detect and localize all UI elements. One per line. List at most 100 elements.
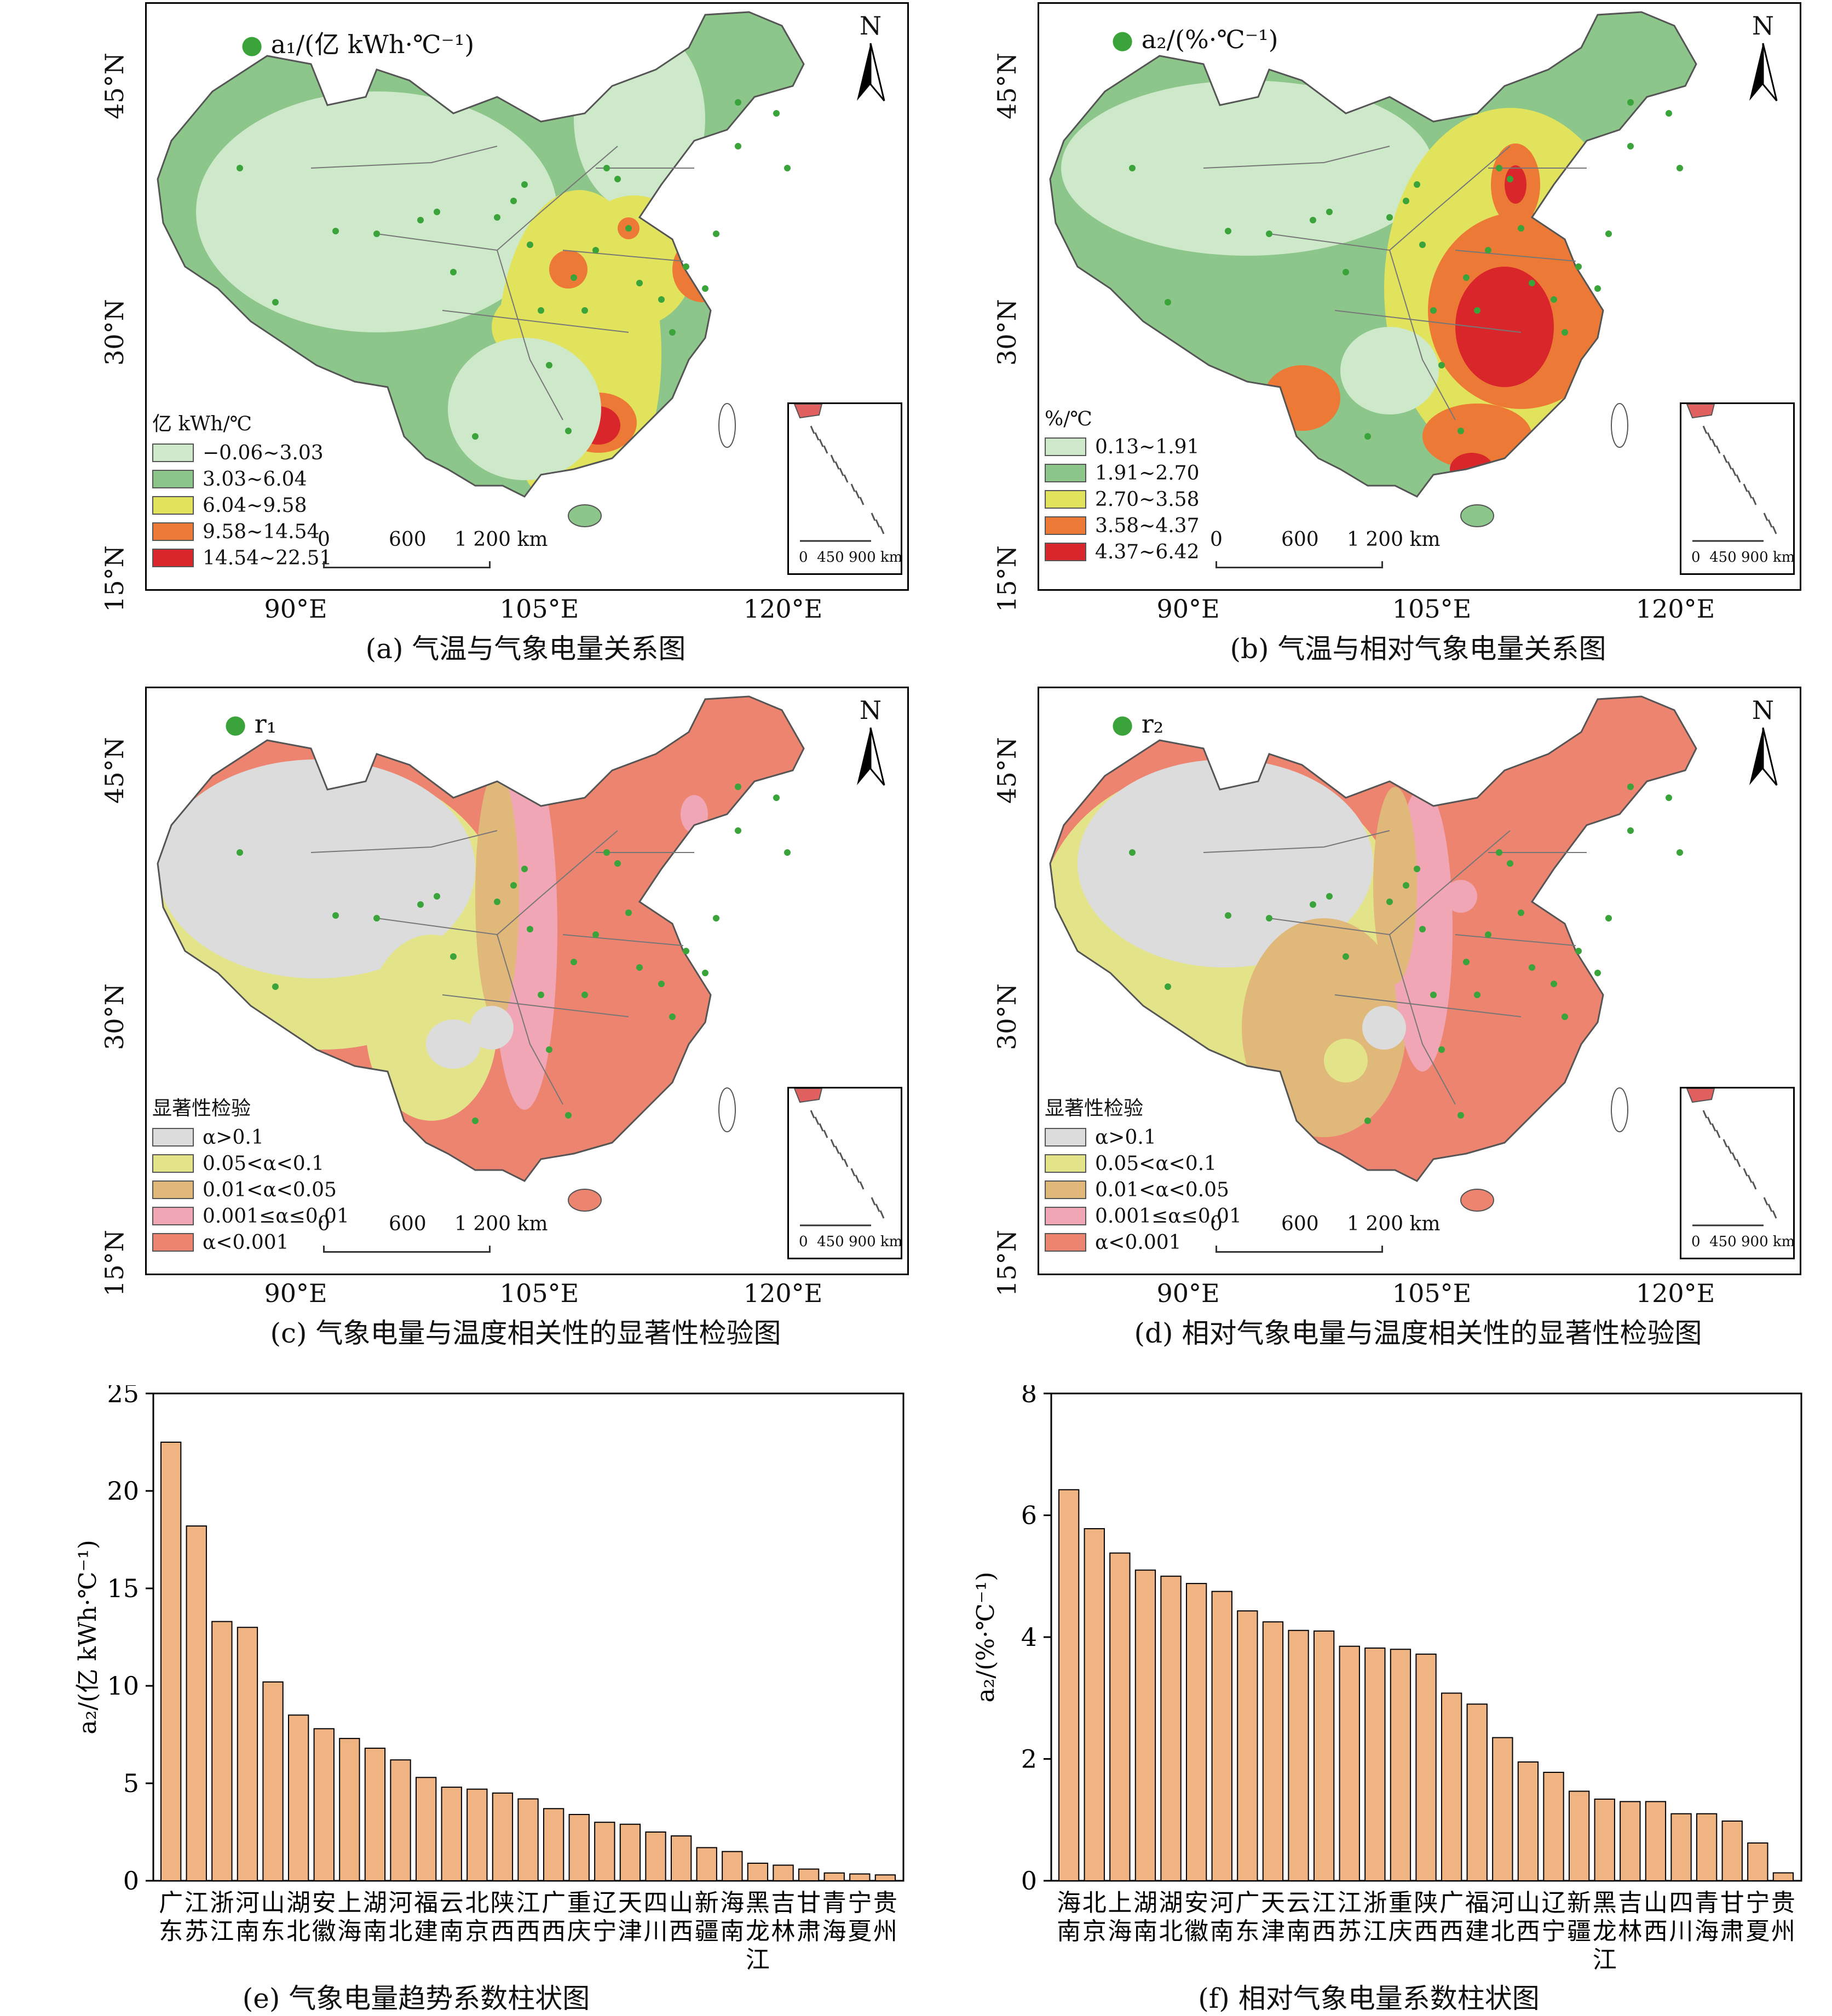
x-tick-label: 湖 <box>1159 1889 1183 1917</box>
station-point <box>658 296 665 303</box>
station-point <box>581 992 588 998</box>
legend-title: %/℃ <box>1045 408 1092 430</box>
station-point <box>546 362 552 368</box>
x-tick-label: 西 <box>669 1917 693 1945</box>
station-point <box>1165 983 1171 990</box>
station-point <box>1430 307 1437 314</box>
x-tick-label: 东 <box>1235 1917 1259 1945</box>
x-tick-label: 山 <box>1644 1889 1668 1917</box>
x-tick-label: 贵 <box>1771 1889 1795 1917</box>
x-tick-label: 甘 <box>797 1889 821 1917</box>
bar <box>492 1792 514 1881</box>
x-tick-label: 新 <box>1567 1889 1591 1917</box>
x-tick-label: 京 <box>465 1917 489 1945</box>
bar <box>186 1525 207 1881</box>
station-point <box>735 784 741 790</box>
bar <box>237 1627 258 1881</box>
station-point <box>1310 217 1316 223</box>
x-tick-label: 吉 <box>1618 1889 1642 1917</box>
lat-tick-45: 45°N <box>100 53 130 119</box>
x-tick-label: 福 <box>414 1889 438 1917</box>
lat-tick-30: 30°N <box>992 983 1022 1050</box>
bar <box>696 1847 717 1881</box>
x-tick-label: 海 <box>822 1917 846 1945</box>
station-point <box>1627 784 1634 790</box>
station-point <box>1438 1046 1445 1053</box>
x-tick-label: 庆 <box>1389 1917 1413 1945</box>
x-tick-label: 重 <box>567 1889 591 1917</box>
x-tick-label: 海 <box>1108 1917 1132 1945</box>
station-point <box>1364 433 1371 440</box>
station-point <box>1594 285 1601 292</box>
bar <box>1160 1575 1182 1881</box>
station-point <box>1627 99 1634 106</box>
x-tick-label: 黑 <box>746 1889 770 1917</box>
legend-d: 显著性检验 α>0.1 0.05<α<0.1 0.01<α<0.05 0.001… <box>1045 1092 1242 1255</box>
bar <box>364 1747 386 1881</box>
x-tick-label: 湖 <box>363 1889 387 1917</box>
map-frame-d <box>1038 687 1801 1275</box>
bar-chart-e: 0 5 10 15 20 25 a₂/(亿 kWh·℃⁻¹) 广东江苏浙江河南山东湖北安徽上海… <box>66 1379 920 2014</box>
x-tick-label: 西 <box>1516 1917 1540 1945</box>
y-tick-label: 5 <box>123 1769 139 1798</box>
bar <box>773 1864 794 1882</box>
map-frame-b <box>1038 2 1801 591</box>
bar <box>415 1777 437 1881</box>
x-tick-label: 河 <box>1210 1889 1234 1917</box>
station-point <box>237 849 243 856</box>
bar <box>1084 1528 1105 1882</box>
x-tick-label: 陕 <box>491 1889 515 1917</box>
bar <box>160 1442 182 1881</box>
x-tick-label: 建 <box>1465 1917 1489 1945</box>
x-tick-label: 东 <box>159 1917 183 1945</box>
station-point <box>1165 299 1171 306</box>
station-point <box>735 143 741 149</box>
x-tick-label: 山 <box>261 1889 285 1917</box>
map-canvas-c <box>157 695 805 1212</box>
bar <box>1670 1813 1692 1881</box>
station-point <box>1463 274 1470 281</box>
x-tick-label: 江 <box>516 1889 540 1917</box>
x-tick-label: 云 <box>440 1889 464 1917</box>
y-tick-label: 6 <box>1021 1501 1037 1530</box>
x-tick-label: 北 <box>1490 1917 1514 1945</box>
legend-title: 显著性检验 <box>152 1097 251 1120</box>
bar <box>390 1759 411 1882</box>
map-frame-a <box>145 2 909 591</box>
x-tick-label: 庆 <box>567 1917 591 1945</box>
lon-tick-90: 90°E <box>264 594 327 624</box>
station-point <box>1414 181 1420 188</box>
x-tick-label: 四 <box>644 1889 668 1917</box>
station-point <box>1666 110 1672 117</box>
x-tick-label: 浙 <box>1363 1889 1387 1917</box>
station-point <box>1364 1118 1371 1124</box>
x-tick-label: 贵 <box>873 1889 897 1917</box>
station-point <box>735 827 741 834</box>
station-point <box>494 898 500 905</box>
x-tick-label: 青 <box>1695 1889 1719 1917</box>
x-tick-label: 云 <box>1287 1889 1311 1917</box>
x-tick-label: 宁 <box>592 1917 617 1945</box>
bar <box>1466 1703 1488 1881</box>
x-tick-label: 苏 <box>185 1917 209 1945</box>
bar <box>670 1835 692 1881</box>
x-tick-label: 江 <box>1593 1946 1617 1974</box>
x-tick-label: 北 <box>1082 1889 1107 1917</box>
x-tick-label: 福 <box>1465 1889 1489 1917</box>
station-point <box>373 231 380 237</box>
south-china-sea-inset-b: 0 450 900 km <box>1680 402 1795 575</box>
point-label-d: ● r₂ <box>1111 709 1164 739</box>
station-point <box>450 953 457 960</box>
station-point <box>1386 214 1393 221</box>
station-point <box>1326 893 1333 900</box>
y-axis-label: a₂/(亿 kWh·℃⁻¹) <box>74 1540 102 1734</box>
bar <box>466 1788 488 1881</box>
x-tick-label: 北 <box>1159 1917 1183 1945</box>
station-point <box>1677 849 1683 856</box>
point-label-c: ● r₁ <box>224 709 277 739</box>
station-point <box>1562 329 1568 336</box>
station-point <box>1129 165 1136 171</box>
bar <box>1492 1737 1513 1881</box>
x-tick-label: 上 <box>337 1889 361 1917</box>
bar <box>1134 1569 1156 1881</box>
